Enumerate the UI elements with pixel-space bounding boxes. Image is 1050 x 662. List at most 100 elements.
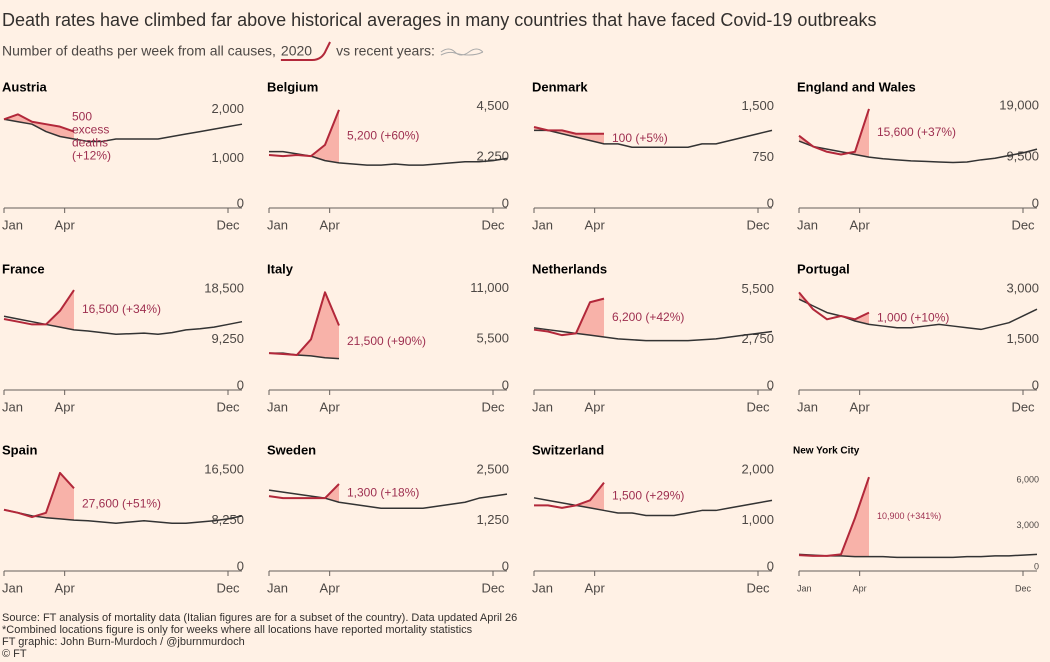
panel-title: Denmark: [532, 79, 588, 94]
annotation: 16,500 (+34%): [82, 302, 161, 316]
y-tick-label: 3,000: [1016, 520, 1039, 530]
legend-recent-swatch: [440, 48, 484, 56]
legend-2020: 2020: [281, 43, 312, 59]
annotation: (+12%): [72, 148, 111, 162]
line-2020: [268, 291, 340, 356]
y-tick-label: 0: [767, 377, 774, 392]
y-tick-label: 0: [502, 558, 509, 573]
y-tick-label: 6,000: [1016, 475, 1039, 485]
line-2020: [798, 291, 870, 321]
annotation: 1,300 (+18%): [347, 485, 419, 499]
x-tick-label: Apr: [320, 399, 341, 414]
excess-area: [799, 108, 869, 158]
x-tick-label: Dec: [481, 580, 505, 595]
line-2020: [533, 126, 604, 135]
y-tick-label: 0: [1032, 195, 1039, 210]
x-tick-label: Apr: [320, 580, 341, 595]
line-2020: [3, 471, 75, 519]
x-tick-label: Jan: [797, 399, 818, 414]
x-tick-label: Jan: [797, 583, 812, 593]
annotation: excess: [72, 122, 109, 136]
x-tick-label: Dec: [216, 217, 240, 232]
panel-title: Belgium: [267, 79, 318, 94]
x-tick-label: Dec: [746, 580, 770, 595]
x-tick-label: Dec: [481, 217, 505, 232]
annotation: 6,200 (+42%): [612, 310, 684, 324]
excess-area: [799, 477, 869, 557]
y-tick-label: 9,500: [1006, 149, 1039, 164]
footnote: FT graphic: John Burn-Murdoch / @jburnmu…: [2, 636, 245, 648]
excess-area: [534, 298, 604, 337]
recent-years-line: [534, 129, 773, 148]
annotation: 5,200 (+60%): [347, 129, 419, 143]
annotation: 100 (+5%): [612, 131, 668, 145]
legend-recent: vs recent years:: [336, 43, 435, 59]
annotation: 1,500 (+29%): [612, 489, 684, 503]
y-tick-label: 5,500: [476, 331, 509, 346]
line-2020: [534, 482, 605, 509]
recent-years-line: [798, 553, 1038, 559]
y-tick-label: 0: [767, 195, 774, 210]
annotation: 500: [72, 109, 92, 123]
panel-title: Spain: [2, 442, 37, 457]
x-tick-label: Jan: [267, 217, 288, 232]
footnote: Source: FT analysis of mortality data (I…: [2, 612, 517, 624]
y-tick-label: 3,000: [1006, 280, 1039, 295]
x-tick-label: Dec: [481, 399, 505, 414]
y-tick-label: 0: [1034, 561, 1039, 571]
x-tick-label: Apr: [320, 217, 341, 232]
line-2020: [268, 109, 340, 158]
x-tick-label: Apr: [55, 399, 76, 414]
x-tick-label: Jan: [532, 399, 553, 414]
x-tick-label: Jan: [532, 217, 553, 232]
panel-title: England and Wales: [797, 79, 916, 94]
x-tick-label: Jan: [532, 580, 553, 595]
y-tick-label: 11,000: [470, 280, 509, 295]
y-tick-label: 4,500: [476, 98, 509, 113]
x-tick-label: Dec: [746, 217, 770, 232]
y-tick-label: 2,000: [741, 461, 774, 476]
x-tick-label: Jan: [2, 580, 23, 595]
footnote: *Combined locations figure is only for w…: [2, 624, 473, 636]
annotation: 1,000 (+10%): [877, 311, 949, 325]
x-tick-label: Dec: [1011, 399, 1035, 414]
line-2020: [268, 483, 340, 500]
y-tick-label: 19,000: [999, 98, 1039, 113]
recent-years-line: [3, 508, 243, 524]
excess-area: [269, 292, 339, 359]
x-tick-label: Dec: [746, 399, 770, 414]
excess-area: [4, 114, 74, 139]
annotation: 27,600 (+51%): [82, 496, 161, 510]
recent-years-line: [268, 489, 508, 510]
subtitle: Number of deaths per week from all cause…: [2, 43, 276, 59]
line-2020: [798, 476, 870, 557]
y-tick-label: 0: [237, 558, 244, 573]
x-tick-label: Apr: [55, 580, 76, 595]
x-tick-label: Jan: [267, 399, 288, 414]
y-tick-label: 0: [502, 377, 509, 392]
panel-title: France: [2, 261, 45, 276]
y-tick-label: 0: [1032, 377, 1039, 392]
x-tick-label: Apr: [850, 399, 871, 414]
y-tick-label: 1,500: [741, 98, 774, 113]
legend-2020-swatch: [280, 41, 331, 61]
x-tick-label: Dec: [216, 580, 240, 595]
x-tick-label: Apr: [585, 580, 606, 595]
annotation: 10,900 (+341%): [877, 511, 941, 521]
line-2020: [3, 289, 75, 326]
x-tick-label: Jan: [267, 580, 288, 595]
panel-title: Sweden: [267, 442, 316, 457]
y-tick-label: 1,000: [211, 150, 244, 165]
y-tick-label: 0: [237, 195, 244, 210]
footnote: © FT: [2, 648, 27, 660]
excess-area: [4, 472, 74, 521]
excess-area: [269, 109, 339, 163]
y-tick-label: 0: [767, 558, 774, 573]
chart-title: Death rates have climbed far above histo…: [2, 10, 876, 30]
y-tick-label: 2,000: [211, 101, 244, 116]
y-tick-label: 5,500: [741, 281, 774, 296]
panel-title: Italy: [267, 261, 294, 276]
y-tick-label: 18,500: [204, 280, 244, 295]
panel-title: Portugal: [797, 261, 850, 276]
